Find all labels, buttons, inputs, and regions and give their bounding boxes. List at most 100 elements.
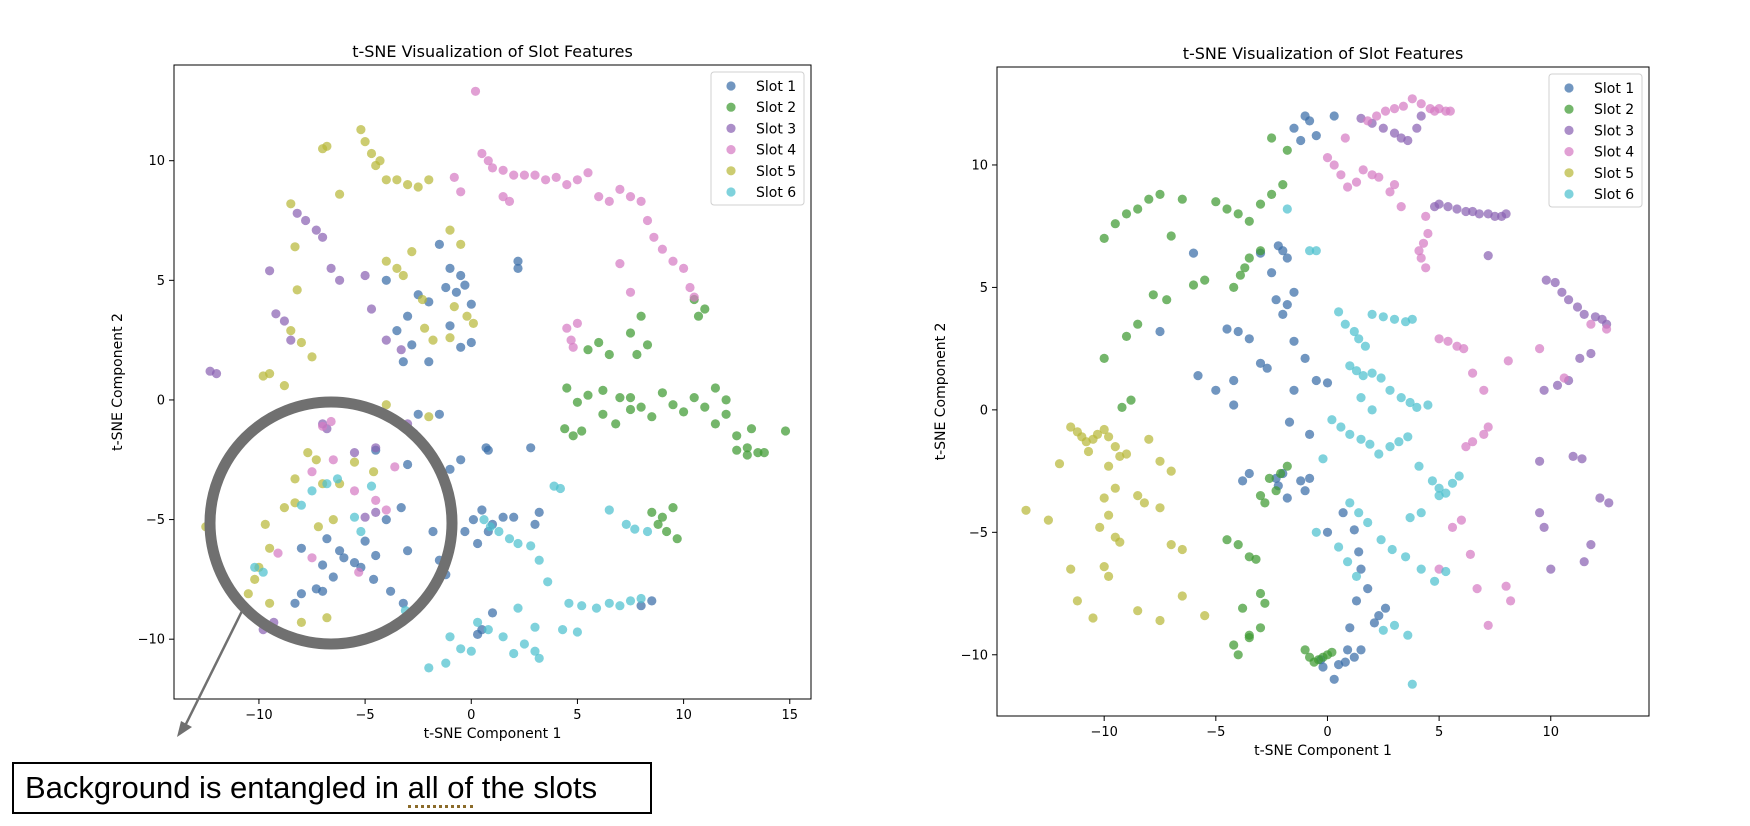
point-slot-4 [685,282,695,293]
point-slot-5 [265,369,275,379]
point-slot-1 [1343,645,1353,655]
point-slot-2 [1222,535,1232,545]
point-slot-5 [296,337,306,348]
point-slot-4 [498,165,508,175]
point-slot-6 [441,658,451,668]
point-slot-6 [1311,527,1321,537]
y-tick-label: −10 [138,633,165,648]
point-slot-4 [562,323,572,333]
point-slot-4 [1461,442,1471,452]
point-slot-1 [636,601,646,611]
highlight-circle [204,396,458,650]
point-slot-4 [1363,116,1373,126]
point-slot-5 [296,617,306,628]
point-slot-1 [349,558,360,568]
point-slot-3 [1535,456,1545,466]
point-slot-4 [307,467,317,477]
point-slot-1 [1369,618,1379,628]
point-slot-4 [477,148,487,159]
point-slot-2 [560,424,570,434]
point-slot-4 [568,342,578,352]
point-slot-4 [1445,106,1455,116]
point-slot-6 [1378,625,1388,635]
point-slot-1 [1244,334,1254,344]
point-slot-2 [1271,486,1281,496]
point-slot-1 [445,263,455,273]
point-slot-2 [753,448,763,458]
point-slot-1 [441,282,451,293]
point-slot-4 [390,462,400,472]
point-slot-6 [1396,393,1406,403]
point-slot-5 [1095,522,1105,533]
point-slot-2 [611,419,621,429]
point-slot-5 [417,294,427,305]
point-slot-6 [1363,517,1373,528]
point-slot-6 [296,500,306,510]
point-slot-2 [625,393,636,403]
point-slot-5 [392,175,402,185]
y-axis-label: t-SNE Component 2 [110,313,126,451]
point-slot-4 [1380,106,1391,116]
point-slot-3 [1546,564,1556,574]
point-slot-3 [396,345,406,355]
point-slot-4 [1414,246,1424,256]
point-slot-1 [424,357,434,367]
point-slot-2 [1255,246,1266,256]
point-slot-6 [1349,326,1359,337]
point-slot-2 [679,407,689,417]
point-slot-6 [572,627,583,637]
point-slot-6 [1427,476,1437,486]
point-slot-4 [668,256,678,266]
point-slot-6 [1387,544,1397,555]
point-slot-6 [534,555,544,565]
point-slot-4 [318,421,328,431]
point-slot-4 [1421,211,1431,221]
point-slot-1 [413,409,423,419]
point-slot-3 [1552,380,1563,390]
point-slot-4 [1396,202,1406,212]
point-slot-3 [1572,302,1583,312]
point-slot-1 [1305,473,1315,483]
point-slot-1 [328,572,338,582]
series-slot-6 [1282,204,1464,689]
annotation-note-box: Background is entangled in all of the sl… [12,762,652,814]
point-slot-4 [594,192,604,202]
point-slot-4 [1351,177,1362,187]
legend: Slot 1 Slot 2 Slot 3 Slot 4 Slot 5 Slot 6 [710,71,805,206]
point-slot-5 [445,333,455,343]
point-slot-1 [1193,371,1203,381]
point-slot-4 [649,232,659,242]
point-slot-5 [286,199,296,209]
point-slot-1 [466,337,476,348]
point-slot-2 [742,450,752,460]
point-slot-1 [481,443,491,453]
point-slot-5 [1099,424,1109,435]
point-slot-5 [462,311,472,321]
chart-title: t-SNE Visualization of Slot Features [352,42,633,61]
point-slot-3 [1586,540,1596,550]
point-slot-5 [1043,515,1053,525]
point-slot-5 [449,302,459,312]
point-slot-5 [1110,442,1120,452]
point-slot-5 [1021,505,1031,515]
point-slot-1 [1300,486,1310,496]
point-slot-3 [211,369,222,379]
point-slot-5 [290,474,300,484]
point-slot-3 [292,208,302,218]
point-slot-5 [1099,493,1109,503]
point-slot-6 [509,648,519,659]
point-slot-4 [1385,187,1395,197]
point-slot-3 [335,275,345,285]
point-slot-6 [1282,204,1292,214]
point-slot-1 [1349,652,1359,662]
point-slot-6 [1365,439,1375,449]
series-slot-2 [1099,133,1337,667]
point-slot-3 [279,316,289,326]
point-slot-2 [1110,219,1120,229]
point-slot-3 [1604,498,1614,508]
point-slot-6 [1389,620,1400,631]
point-slot-1 [339,553,349,563]
point-slot-3 [286,335,296,345]
point-slot-6 [1340,319,1350,329]
series-slot-4 [1322,94,1612,631]
